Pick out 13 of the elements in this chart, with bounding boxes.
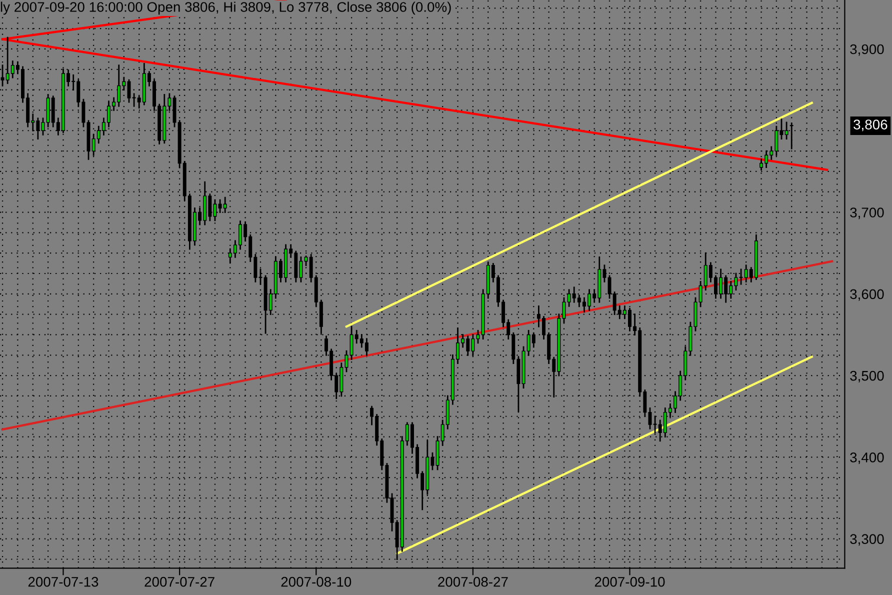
text: 3,806: [854, 120, 888, 132]
y-tick-label: 3,400: [850, 452, 884, 464]
chart-title: ly 2007-09-20 16:00:00 Open 3806, Hi 3809, Lo 3778, Close 3806 (0.0%): [0, 2, 451, 15]
y-tick-label: 3,600: [850, 289, 884, 301]
x-tick-label: 2007-07-27: [144, 576, 214, 587]
y-tick-label: 3,500: [850, 370, 884, 382]
x-tick-label: 2007-08-27: [438, 576, 508, 587]
y-tick-label: 3,700: [850, 208, 884, 220]
y-tick-label: 3,300: [850, 534, 884, 546]
x-tick-label: 2007-07-13: [28, 576, 98, 587]
x-tick-label: 2007-08-10: [281, 576, 352, 587]
y-tick-label: 3,900: [850, 44, 884, 56]
x-tick-label: 2007-09-10: [594, 576, 665, 587]
